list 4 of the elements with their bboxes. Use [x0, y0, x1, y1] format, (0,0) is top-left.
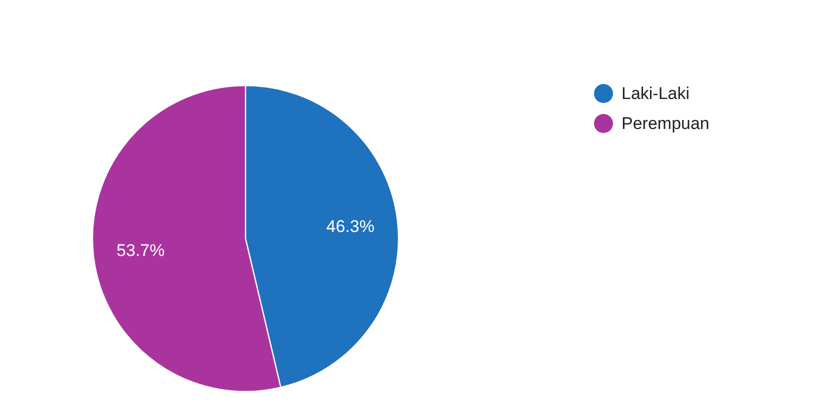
- data-label: 46.3%: [326, 216, 374, 236]
- legend-label: Laki-Laki: [622, 84, 690, 103]
- legend-label: Perempuan: [622, 114, 710, 133]
- data-label: 53.7%: [116, 241, 165, 260]
